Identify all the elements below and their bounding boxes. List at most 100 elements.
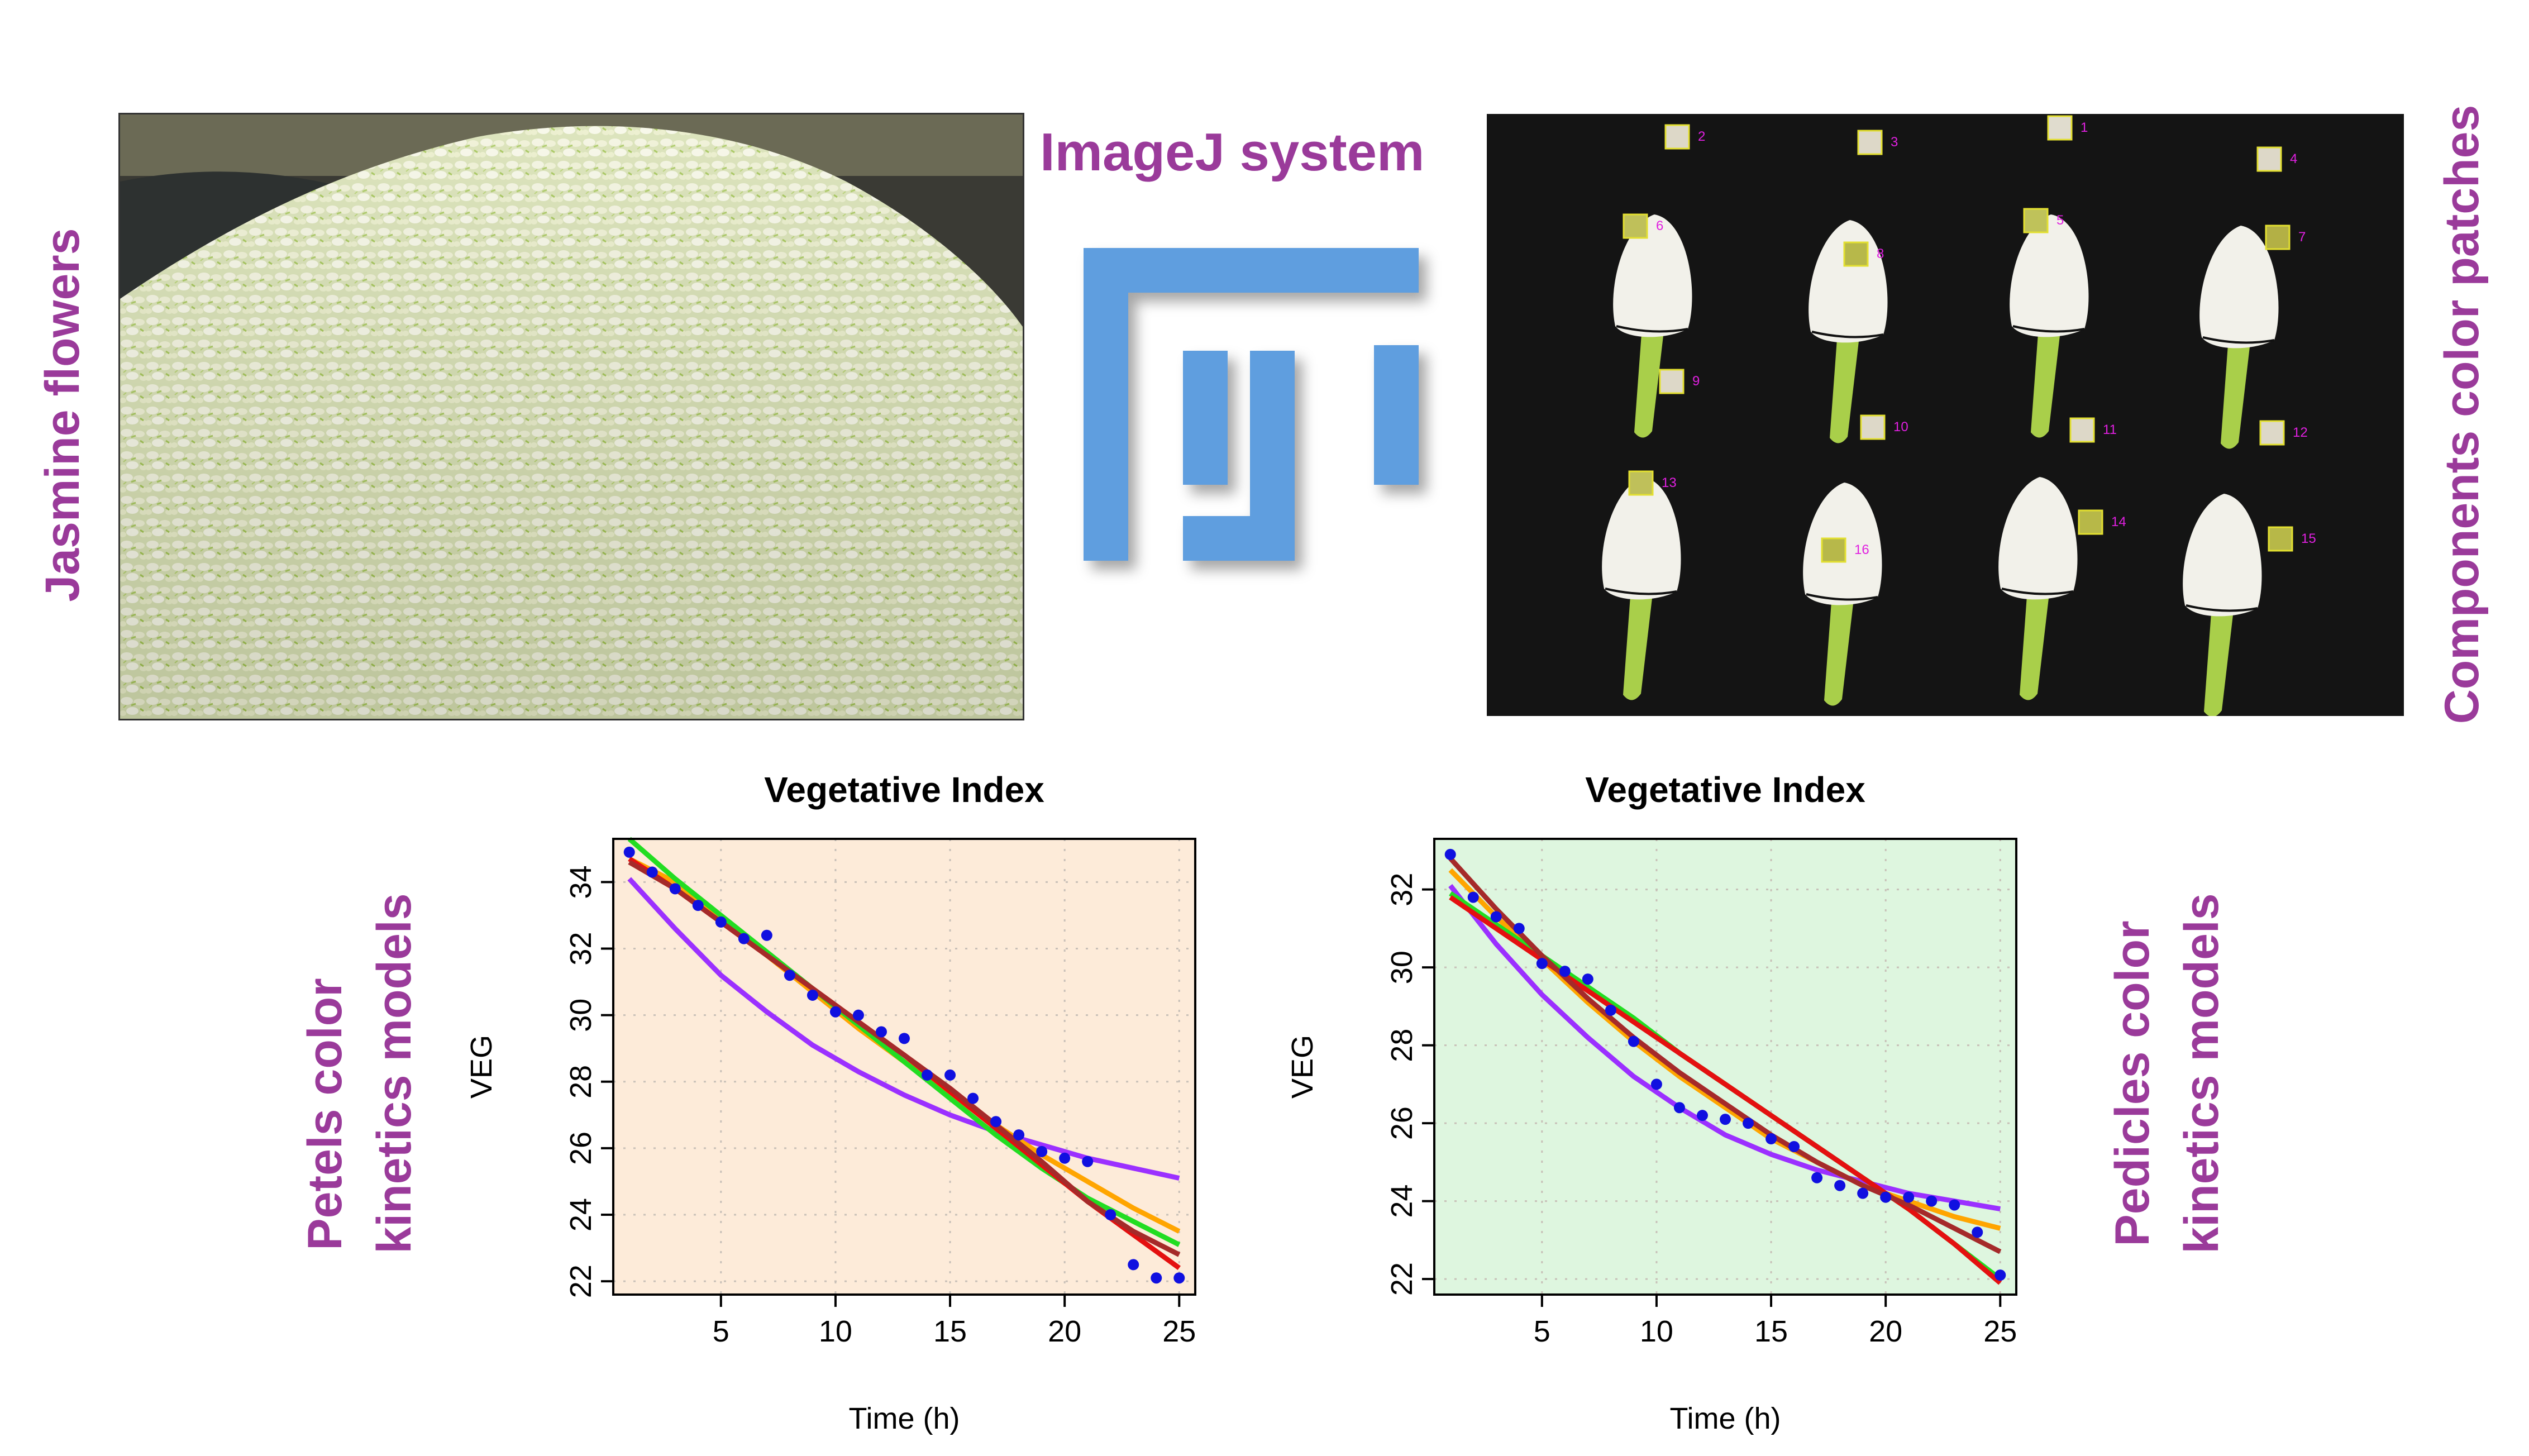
- data-point: [784, 970, 795, 981]
- data-point: [1559, 966, 1571, 977]
- data-point: [692, 900, 704, 911]
- data-point: [1582, 973, 1593, 985]
- data-point: [944, 1069, 956, 1081]
- data-point: [1151, 1272, 1162, 1284]
- data-point: [1082, 1156, 1094, 1167]
- x-tick-label: 10: [819, 1315, 852, 1348]
- y-axis-label: VEG: [1286, 1035, 1319, 1099]
- flower-bud: [2199, 226, 2279, 449]
- patch-number-label: 2: [1698, 129, 1705, 144]
- data-point: [1650, 1078, 1662, 1090]
- color-patch: [2256, 146, 2282, 172]
- color-patch: [1857, 130, 1883, 155]
- patch-number-label: 15: [2301, 531, 2316, 546]
- model-curve: [1448, 856, 2002, 1254]
- x-tick-label: 25: [1162, 1315, 1196, 1348]
- x-tick-label: 10: [1640, 1315, 1673, 1348]
- flower-bud: [1998, 477, 2078, 700]
- data-point: [1903, 1191, 1915, 1203]
- patch-number-label: 10: [1893, 419, 1908, 435]
- color-patch: [2259, 420, 2285, 446]
- chart-title: Vegetative Index: [1585, 770, 1865, 810]
- x-tick-label: 15: [1754, 1315, 1788, 1348]
- data-point: [1857, 1187, 1869, 1199]
- patch-number-label: 5: [2056, 213, 2064, 228]
- data-point: [1605, 1004, 1616, 1016]
- data-point: [1444, 848, 1456, 860]
- y-tick-label: 30: [1385, 951, 1419, 984]
- data-point: [1036, 1145, 1048, 1157]
- petals-veg-chart: 5 10 15 20 25 22 24 26 28 30 32 34 Vegetative Index T…: [465, 770, 1196, 1435]
- data-point: [761, 929, 772, 941]
- data-point: [1467, 891, 1479, 903]
- color-patch: [2047, 115, 2073, 141]
- data-point: [1059, 1152, 1071, 1164]
- plot-frame: [612, 838, 1196, 1296]
- data-point: [829, 1006, 841, 1018]
- y-tick-label: 28: [1385, 1029, 1419, 1062]
- fiji-logo-icon: [1072, 235, 1463, 595]
- data-point: [669, 883, 681, 895]
- data-point: [967, 1092, 979, 1104]
- data-point: [1513, 923, 1525, 934]
- data-point: [1811, 1172, 1823, 1183]
- color-patch: [1821, 537, 1846, 563]
- x-tick-label: 25: [1983, 1315, 2017, 1348]
- flower-bud: [1803, 483, 1882, 706]
- patch-number-label: 9: [1692, 374, 1700, 389]
- data-point: [899, 1033, 910, 1044]
- y-axis-label: VEG: [465, 1035, 498, 1099]
- data-point: [1105, 1209, 1116, 1221]
- data-point: [1490, 911, 1502, 923]
- flower-components-photo: 2 3 1 4 6 8 5 7 9 10 11 12 13 16 14 15: [1487, 114, 2404, 716]
- data-point: [1788, 1140, 1800, 1152]
- imagej-system-title: ImageJ system: [1040, 122, 1425, 182]
- patch-number-label: 11: [2103, 422, 2117, 437]
- flower-bud: [2010, 214, 2089, 438]
- data-point: [1013, 1129, 1025, 1141]
- patch-number-label: 16: [1854, 542, 1869, 557]
- y-tick-label: 32: [564, 932, 598, 966]
- x-tick-label: 5: [1534, 1315, 1550, 1348]
- pedicles-label-line2: kinetics models: [2175, 893, 2229, 1254]
- jasmine-flowers-label: Jasmine flowers: [36, 228, 89, 602]
- y-tick-label: 24: [564, 1198, 598, 1231]
- petals-label-line1: Petels color: [298, 978, 352, 1250]
- flower-bud: [1602, 477, 1681, 700]
- data-point: [715, 916, 727, 928]
- flower-bud: [2183, 494, 2262, 716]
- color-patch: [2023, 208, 2049, 233]
- data-point: [807, 989, 818, 1001]
- x-tick-label: 20: [1869, 1315, 1902, 1348]
- color-patch: [1843, 241, 1869, 267]
- y-tick-label: 28: [564, 1065, 598, 1099]
- jasmine-heap-photo: [118, 113, 1024, 720]
- patch-number-label: 14: [2111, 514, 2126, 529]
- data-point: [990, 1116, 1002, 1128]
- pedicles-label-line1: Pedicles color: [2106, 920, 2159, 1247]
- data-point: [1834, 1180, 1846, 1191]
- data-point: [1880, 1191, 1892, 1203]
- y-tick-label: 22: [564, 1264, 598, 1298]
- y-tick-label: 24: [1385, 1185, 1419, 1218]
- color-patch: [1860, 414, 1886, 440]
- y-tick-label: 34: [564, 865, 598, 899]
- color-patch: [1623, 213, 1648, 239]
- data-point: [738, 933, 750, 944]
- data-point: [623, 846, 635, 858]
- patch-number-label: 3: [1891, 135, 1898, 150]
- y-tick-label: 30: [564, 999, 598, 1032]
- y-tick-label: 26: [564, 1132, 598, 1165]
- x-tick-label: 5: [713, 1315, 729, 1348]
- color-patch: [2268, 526, 2293, 552]
- patch-number-label: 7: [2298, 230, 2306, 245]
- color-patch: [2078, 509, 2103, 535]
- pedicles-veg-chart: 5 10 15 20 25 22 24 26 28 30 32 Vegetative Index Tim…: [1286, 770, 2017, 1435]
- data-point: [1994, 1269, 2006, 1281]
- color-patch: [1659, 369, 1685, 394]
- data-point: [1128, 1259, 1139, 1271]
- flower-bud: [1613, 214, 1692, 438]
- data-point: [1173, 1272, 1185, 1284]
- data-point: [646, 866, 658, 878]
- data-point: [1972, 1226, 1983, 1238]
